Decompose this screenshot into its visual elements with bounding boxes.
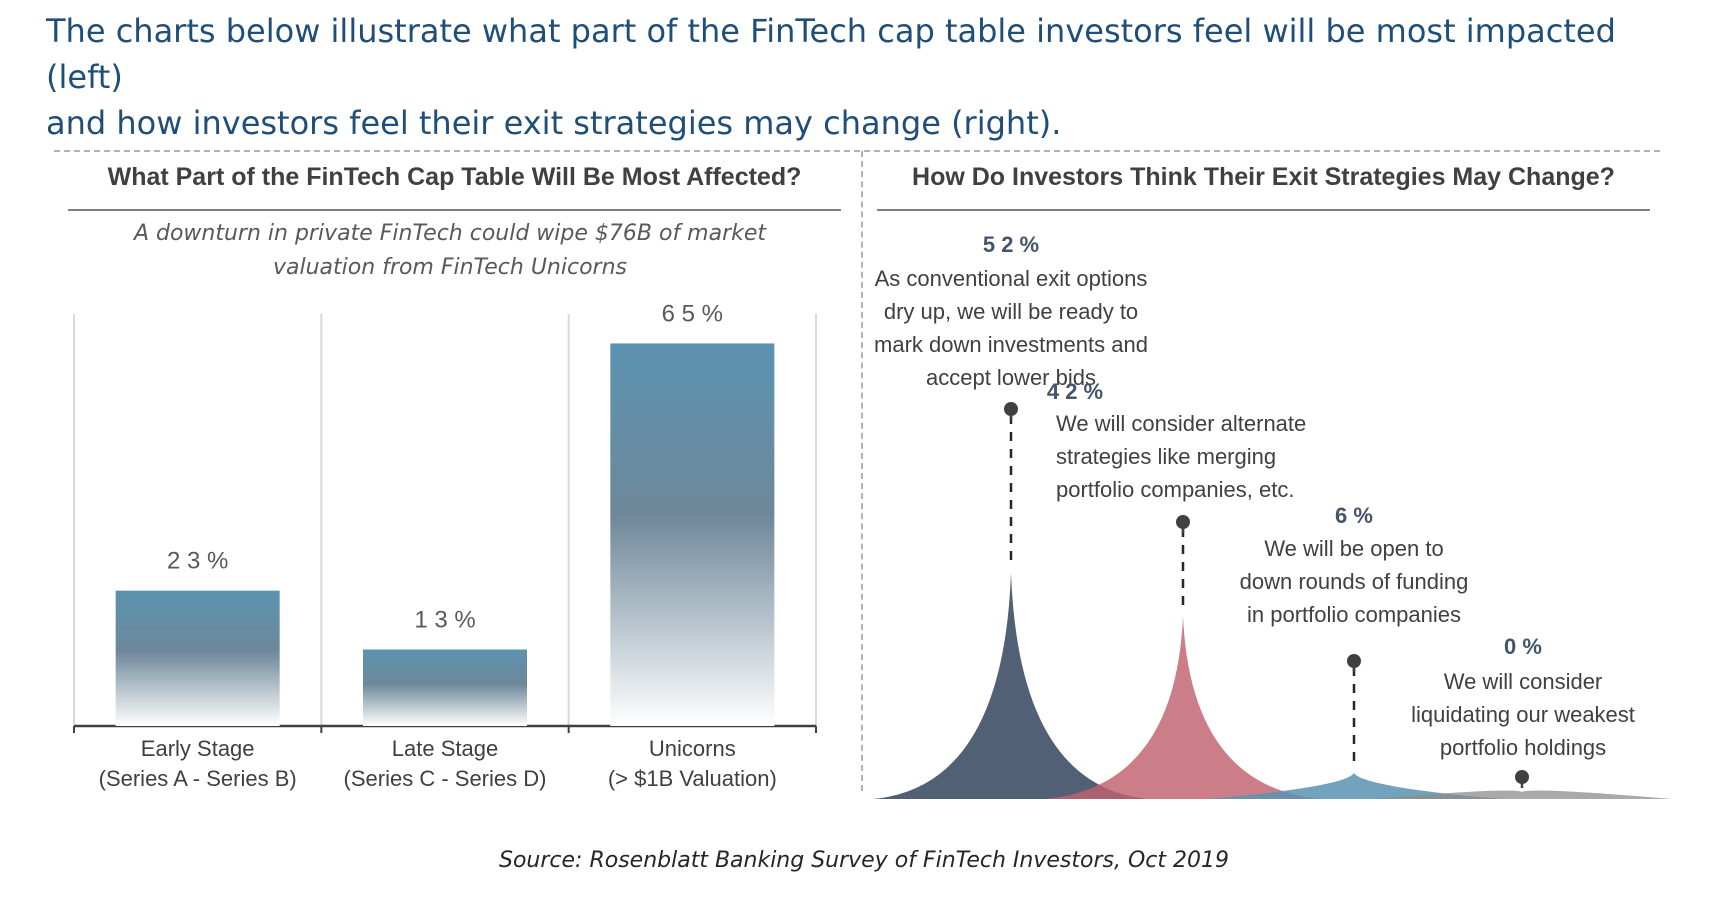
peak-description-line: accept lower bids bbox=[926, 365, 1096, 390]
intro-line-1: The charts below illustrate what part of… bbox=[46, 12, 1616, 96]
peak-description-line: mark down investments and bbox=[874, 332, 1148, 357]
peak-description-line: dry up, we will be ready to bbox=[884, 299, 1138, 324]
peak-description-line: strategies like merging bbox=[1056, 444, 1276, 469]
peak-value-label: 0 % bbox=[1504, 634, 1542, 659]
peak-description-line: portfolio holdings bbox=[1440, 735, 1606, 760]
left-panel-top-border bbox=[54, 150, 860, 152]
peak-description-line: As conventional exit options bbox=[875, 266, 1148, 291]
peak-shape bbox=[873, 573, 1149, 799]
peak-shape bbox=[1372, 790, 1672, 799]
intro-line-2: and how investors feel their exit strate… bbox=[46, 104, 1062, 142]
intro-text: The charts below illustrate what part of… bbox=[46, 8, 1686, 146]
bar bbox=[115, 590, 280, 726]
peak-value-label: 5 2 % bbox=[983, 232, 1039, 257]
subtitle-line-2: valuation from FinTech Unicorns bbox=[272, 255, 627, 280]
source-note: Source: Rosenblatt Banking Survey of Fin… bbox=[499, 848, 1229, 873]
category-label: Unicorns bbox=[649, 736, 736, 761]
category-sublabel: (Series A - Series B) bbox=[99, 766, 297, 791]
bar-value-label: 1 3 % bbox=[414, 606, 475, 633]
peak-description-line: liquidating our weakest bbox=[1411, 702, 1635, 727]
bar-value-label: 6 5 % bbox=[662, 300, 723, 327]
category-sublabel: (Series C - Series D) bbox=[344, 766, 547, 791]
category-label: Early Stage bbox=[141, 736, 255, 761]
peak-description-line: in portfolio companies bbox=[1247, 602, 1461, 627]
bar bbox=[610, 343, 775, 726]
peak-description-line: down rounds of funding bbox=[1240, 569, 1469, 594]
exit-strategy-peak-chart: 5 2 % As conventional exit options dry up,… bbox=[873, 232, 1672, 799]
peak-value-label: 6 % bbox=[1335, 503, 1373, 528]
left-chart-subtitle: A downturn in private FinTech could wipe… bbox=[90, 217, 810, 285]
right-chart-title: How Do Investors Think Their Exit Strate… bbox=[877, 163, 1650, 211]
peak-shape bbox=[1206, 772, 1502, 799]
bar-value-label: 2 3 % bbox=[167, 548, 228, 575]
peak-description-line: portfolio companies, etc. bbox=[1056, 477, 1294, 502]
subtitle-line-1: A downturn in private FinTech could wipe… bbox=[133, 221, 767, 246]
left-chart-title: What Part of the FinTech Cap Table Will … bbox=[68, 163, 841, 211]
peak-description-line: We will consider alternate bbox=[1056, 411, 1306, 436]
right-panel-top-border bbox=[864, 150, 1660, 152]
bar-chart: 2 3 % Early Stage (Series A - Series B) 1 3… bbox=[73, 300, 817, 791]
peak-shape bbox=[1045, 616, 1321, 799]
panel-divider bbox=[861, 151, 863, 791]
bar bbox=[363, 649, 527, 726]
peak-description-line: We will be open to bbox=[1264, 536, 1443, 561]
category-label: Late Stage bbox=[392, 736, 498, 761]
peak-description-line: We will consider bbox=[1444, 669, 1603, 694]
peak-value-label: 4 2 % bbox=[1047, 379, 1103, 404]
category-sublabel: (> $1B Valuation) bbox=[608, 766, 777, 791]
